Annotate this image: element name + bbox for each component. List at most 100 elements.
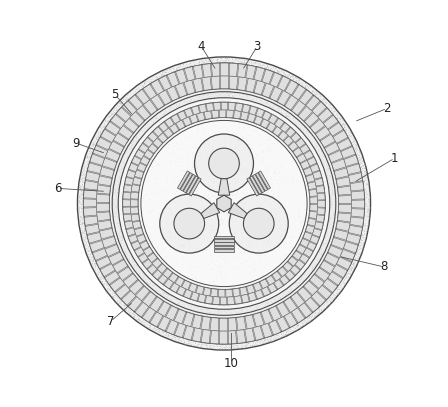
Polygon shape — [105, 271, 120, 284]
Polygon shape — [275, 118, 284, 128]
Polygon shape — [310, 235, 319, 244]
Polygon shape — [352, 200, 365, 208]
Polygon shape — [229, 76, 238, 90]
Circle shape — [123, 102, 325, 305]
Polygon shape — [148, 144, 158, 153]
Polygon shape — [288, 256, 298, 266]
Polygon shape — [183, 174, 195, 193]
Polygon shape — [117, 267, 133, 281]
Polygon shape — [303, 232, 312, 241]
Polygon shape — [290, 265, 300, 275]
Polygon shape — [129, 95, 143, 109]
Polygon shape — [269, 306, 281, 321]
Circle shape — [78, 57, 370, 350]
Polygon shape — [214, 249, 234, 252]
Polygon shape — [310, 204, 318, 211]
Polygon shape — [158, 316, 170, 331]
Polygon shape — [90, 154, 104, 166]
Polygon shape — [183, 326, 194, 340]
Polygon shape — [166, 320, 178, 335]
Polygon shape — [125, 221, 134, 229]
Polygon shape — [164, 128, 173, 138]
Polygon shape — [309, 211, 317, 219]
Polygon shape — [105, 122, 120, 135]
Polygon shape — [351, 191, 364, 199]
Polygon shape — [192, 328, 202, 342]
Polygon shape — [210, 317, 219, 331]
Polygon shape — [183, 312, 194, 327]
Polygon shape — [261, 323, 272, 338]
Polygon shape — [301, 160, 310, 169]
Polygon shape — [110, 278, 125, 292]
Polygon shape — [328, 272, 343, 285]
Polygon shape — [218, 179, 230, 195]
Polygon shape — [308, 182, 316, 190]
Polygon shape — [204, 111, 212, 119]
Polygon shape — [131, 184, 140, 192]
Polygon shape — [201, 329, 211, 343]
Polygon shape — [307, 242, 316, 251]
Polygon shape — [125, 177, 134, 185]
Polygon shape — [218, 289, 225, 297]
Polygon shape — [205, 295, 213, 304]
Polygon shape — [186, 176, 198, 194]
Polygon shape — [254, 80, 265, 95]
Polygon shape — [184, 67, 195, 81]
Polygon shape — [136, 105, 151, 120]
Polygon shape — [84, 181, 98, 190]
Polygon shape — [337, 138, 352, 151]
Polygon shape — [99, 228, 114, 239]
Polygon shape — [185, 108, 193, 117]
Polygon shape — [317, 193, 325, 200]
Polygon shape — [310, 119, 325, 133]
Polygon shape — [96, 137, 112, 150]
Polygon shape — [83, 199, 96, 207]
Polygon shape — [253, 282, 262, 291]
Polygon shape — [286, 127, 296, 137]
Polygon shape — [332, 159, 346, 171]
Polygon shape — [182, 117, 191, 126]
Polygon shape — [189, 177, 201, 196]
Polygon shape — [350, 182, 364, 191]
Polygon shape — [126, 170, 136, 178]
Polygon shape — [203, 287, 211, 296]
Polygon shape — [176, 69, 187, 84]
Polygon shape — [344, 155, 358, 166]
Text: 10: 10 — [224, 357, 239, 370]
Polygon shape — [158, 274, 168, 284]
Polygon shape — [317, 285, 332, 300]
Polygon shape — [108, 252, 123, 265]
Polygon shape — [304, 281, 319, 295]
Polygon shape — [227, 110, 233, 118]
Polygon shape — [151, 80, 164, 94]
Polygon shape — [313, 171, 322, 179]
Polygon shape — [241, 112, 249, 120]
Polygon shape — [129, 234, 138, 243]
Polygon shape — [315, 126, 331, 140]
Polygon shape — [336, 177, 350, 187]
Polygon shape — [291, 133, 301, 142]
Polygon shape — [318, 201, 325, 207]
Circle shape — [243, 208, 274, 239]
Polygon shape — [151, 94, 164, 109]
Polygon shape — [143, 84, 157, 99]
Circle shape — [138, 117, 310, 290]
Polygon shape — [317, 208, 325, 215]
Polygon shape — [152, 258, 162, 268]
Polygon shape — [169, 124, 179, 133]
Polygon shape — [164, 279, 173, 289]
Polygon shape — [190, 292, 199, 301]
Polygon shape — [175, 277, 184, 287]
Polygon shape — [306, 174, 315, 183]
Polygon shape — [351, 209, 364, 217]
Polygon shape — [278, 76, 290, 91]
Polygon shape — [305, 112, 319, 127]
Polygon shape — [150, 297, 164, 312]
Polygon shape — [124, 185, 132, 192]
Circle shape — [194, 134, 254, 193]
Polygon shape — [220, 331, 228, 344]
Polygon shape — [318, 108, 332, 123]
Polygon shape — [248, 292, 257, 301]
Polygon shape — [241, 294, 250, 303]
Polygon shape — [280, 275, 289, 285]
